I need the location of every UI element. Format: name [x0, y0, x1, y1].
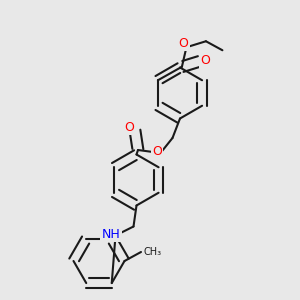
Text: CH₃: CH₃ — [144, 247, 162, 257]
Text: O: O — [124, 121, 134, 134]
Text: O: O — [152, 145, 162, 158]
Text: NH: NH — [102, 227, 120, 241]
Text: O: O — [178, 37, 188, 50]
Text: O: O — [200, 54, 210, 67]
